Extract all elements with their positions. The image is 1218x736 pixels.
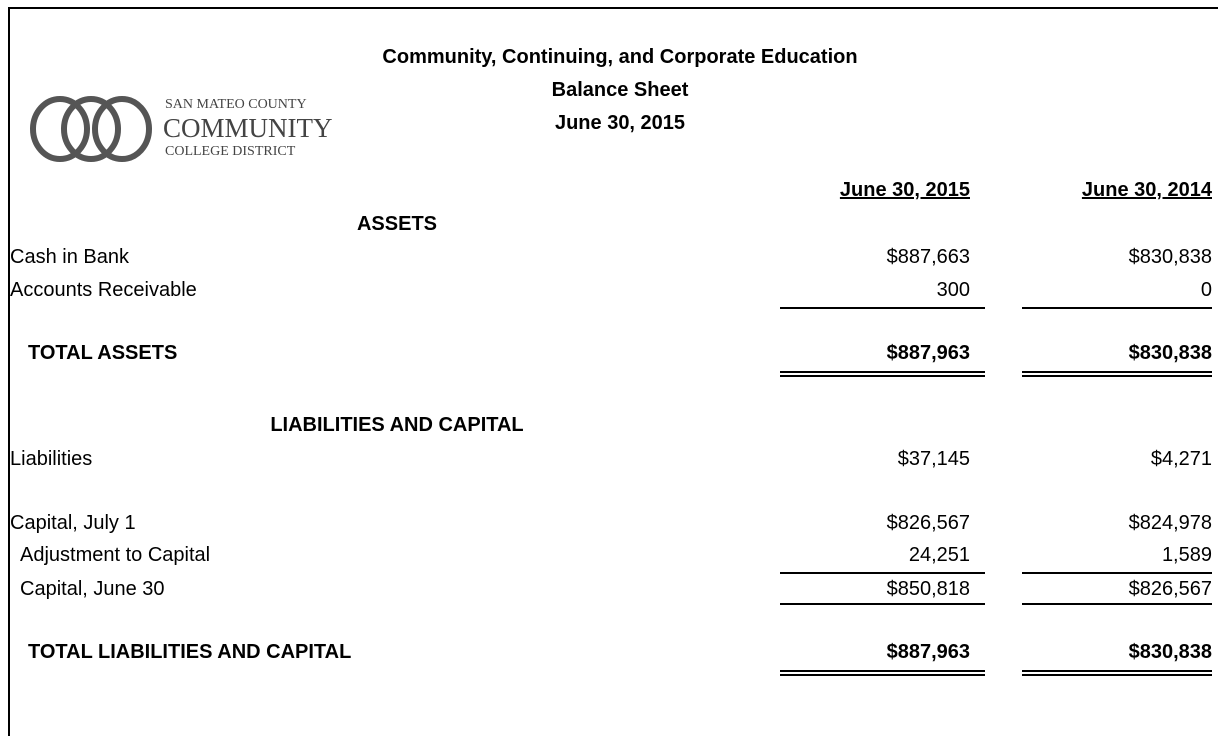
row-value: 1,589 xyxy=(1161,544,1212,566)
total-value: $830,838 xyxy=(1128,342,1212,364)
double-underline xyxy=(1022,371,1212,373)
total-value: $887,963 xyxy=(886,641,970,663)
double-underline xyxy=(780,375,985,377)
underline xyxy=(1022,572,1212,574)
underline xyxy=(780,307,985,309)
row-value: 24,251 xyxy=(908,544,970,566)
underline xyxy=(780,603,985,605)
row-label: Adjustment to Capital xyxy=(20,544,211,566)
row-label: Capital, June 30 xyxy=(20,578,165,600)
section-heading: ASSETS xyxy=(356,213,438,235)
logo-line: COLLEGE DISTRICT xyxy=(165,144,296,159)
row-label: Cash in Bank xyxy=(10,246,129,268)
row-label: Accounts Receivable xyxy=(10,279,197,301)
logo-rings xyxy=(30,96,152,162)
frame-left xyxy=(8,7,10,736)
double-underline xyxy=(1022,670,1212,672)
double-underline xyxy=(1022,674,1212,676)
date: June 30, 2015 xyxy=(554,112,686,134)
underline xyxy=(1022,603,1212,605)
row-value: $826,567 xyxy=(886,512,970,534)
row-value: $887,663 xyxy=(886,246,970,268)
total-label: TOTAL ASSETS xyxy=(28,342,178,364)
double-underline xyxy=(780,670,985,672)
row-value: $830,838 xyxy=(1128,246,1212,268)
double-underline xyxy=(780,371,985,373)
logo-line: SAN MATEO COUNTY xyxy=(165,97,307,112)
row-value: 300 xyxy=(936,279,970,301)
underline xyxy=(1022,307,1212,309)
total-label: TOTAL LIABILITIES AND CAPITAL xyxy=(28,641,352,663)
row-value: 0 xyxy=(1200,279,1212,301)
double-underline xyxy=(1022,375,1212,377)
title: Community, Continuing, and Corporate Edu… xyxy=(382,46,858,68)
underline xyxy=(780,572,985,574)
row-value: $824,978 xyxy=(1128,512,1212,534)
double-underline xyxy=(780,674,985,676)
row-label: Capital, July 1 xyxy=(10,512,136,534)
subtitle: Balance Sheet xyxy=(551,79,689,101)
frame-top xyxy=(8,7,1218,9)
row-value: $37,145 xyxy=(897,448,970,470)
section-heading: LIABILITIES AND CAPITAL xyxy=(270,414,524,436)
total-value: $830,838 xyxy=(1128,641,1212,663)
column-header: June 30, 2015 xyxy=(839,179,970,201)
row-value: $850,818 xyxy=(886,578,970,600)
row-label: Liabilities xyxy=(10,448,93,470)
total-value: $887,963 xyxy=(886,342,970,364)
row-value: $826,567 xyxy=(1128,578,1212,600)
logo-line: COMMUNITY xyxy=(163,113,333,143)
column-header: June 30, 2014 xyxy=(1081,179,1212,201)
row-value: $4,271 xyxy=(1150,448,1212,470)
